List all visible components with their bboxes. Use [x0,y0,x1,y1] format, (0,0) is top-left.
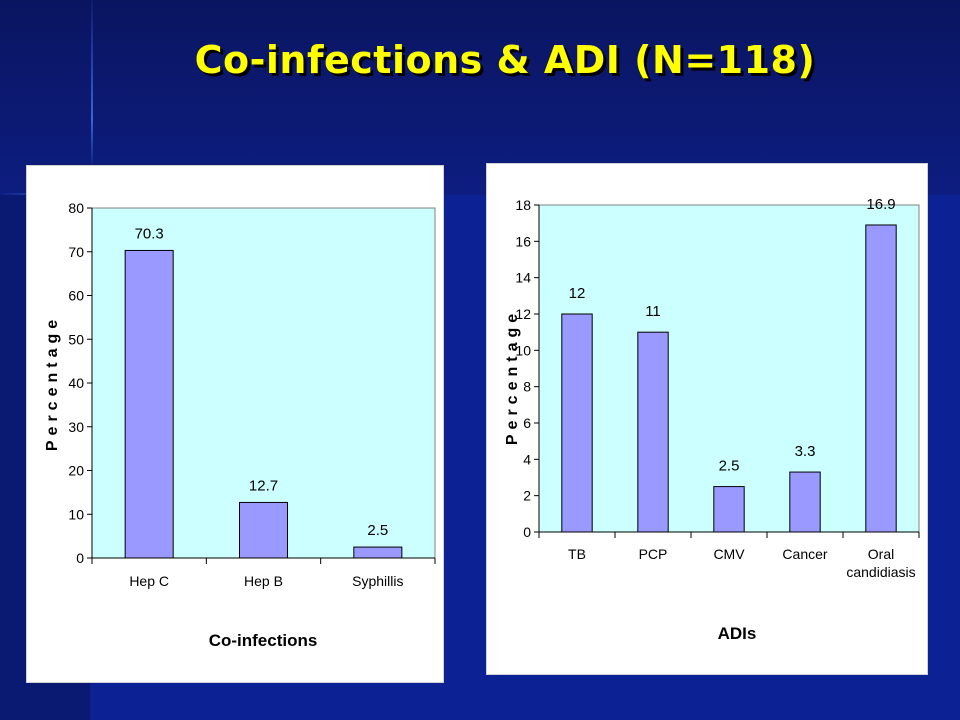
coinfections-bar-2 [353,546,403,559]
coinfections-y-tick-label: 40 [68,375,84,391]
coinfections-bar-1 [238,501,289,559]
adis-category-label: Cancer [782,546,827,562]
coinfections-bar-chart: 0 10 20 30 40 50 60 70 80 70.3 Hep C 12.7 Hep B 2.5 Sy… [44,200,436,650]
adis-bar-0 [561,313,593,533]
coinfections-category-label: Hep C [129,573,169,589]
coinfections-bar-0 [124,249,174,559]
slide-title: Co-infections & ADI (N=118) [194,38,816,82]
adis-y-tick-label: 14 [515,270,531,286]
adis-category-label: Oral [868,546,894,562]
adis-category-label: PCP [639,546,668,562]
coinfections-y-tick-label: 30 [68,419,84,435]
adis-y-tick-label: 0 [523,524,531,540]
slide-background-top [0,0,960,195]
adis-data-label: 3.3 [795,443,816,460]
coinfections-chart-panel: 0 10 20 30 40 50 60 70 80 70.3 Hep C 12.7 Hep B 2.5 Sy… [26,165,444,683]
adis-category-label: CMV [713,546,745,562]
adis-plot-area [538,204,920,533]
decorative-vertical-line [91,0,93,170]
adis-data-label: 12 [569,285,586,302]
coinfections-data-label: 70.3 [135,225,164,242]
coinfections-category-label: Syphillis [352,573,403,589]
coinfections-y-tick-label: 60 [68,288,84,304]
adis-y-tick-label: 8 [523,379,531,395]
adis-y-tick-label: 12 [515,306,531,322]
adis-data-label: 2.5 [719,458,740,475]
coinfections-y-tick-label: 0 [76,550,84,566]
coinfections-y-tick-label: 10 [68,506,84,522]
adis-category-label: TB [568,546,586,562]
coinfections-data-label: 2.5 [367,522,388,539]
adis-chart-panel: 0 2 4 6 8 10 12 14 16 18 12 TB 11 PCP 2.5 CMV 3.3 Cancer 1… [486,163,928,675]
adis-y-axis-title: Percentage [504,309,521,445]
coinfections-y-tick-label: 20 [68,463,84,479]
adis-y-tick-label: 6 [523,415,531,431]
adis-y-tick-label: 4 [523,451,531,467]
adis-bar-1 [637,331,669,533]
adis-category-label: candidiasis [846,564,915,580]
coinfections-x-axis-title: Co-infections [209,631,318,650]
adis-bar-3 [789,471,821,533]
adis-bar-2 [713,486,745,533]
coinfections-y-tick-label: 80 [68,200,84,216]
coinfections-y-tick-label: 50 [68,331,84,347]
coinfections-category-label: Hep B [244,573,283,589]
adis-y-tick-label: 18 [515,197,531,213]
adis-y-tick-label: 2 [523,488,531,504]
adis-bar-chart: 0 2 4 6 8 10 12 14 16 18 12 TB 11 PCP 2.5 CMV 3.3 Cancer 1… [504,196,920,643]
coinfections-data-label: 12.7 [249,477,278,494]
adis-data-label: 11 [645,303,661,320]
adis-bar-4 [865,224,897,533]
adis-y-tick-label: 10 [515,342,531,358]
coinfections-y-tick-label: 70 [68,244,84,260]
adis-data-label: 16.9 [866,196,895,213]
adis-y-tick-label: 16 [515,233,531,249]
adis-x-axis-title: ADIs [718,624,757,643]
coinfections-y-axis-title: Percentage [44,315,61,451]
